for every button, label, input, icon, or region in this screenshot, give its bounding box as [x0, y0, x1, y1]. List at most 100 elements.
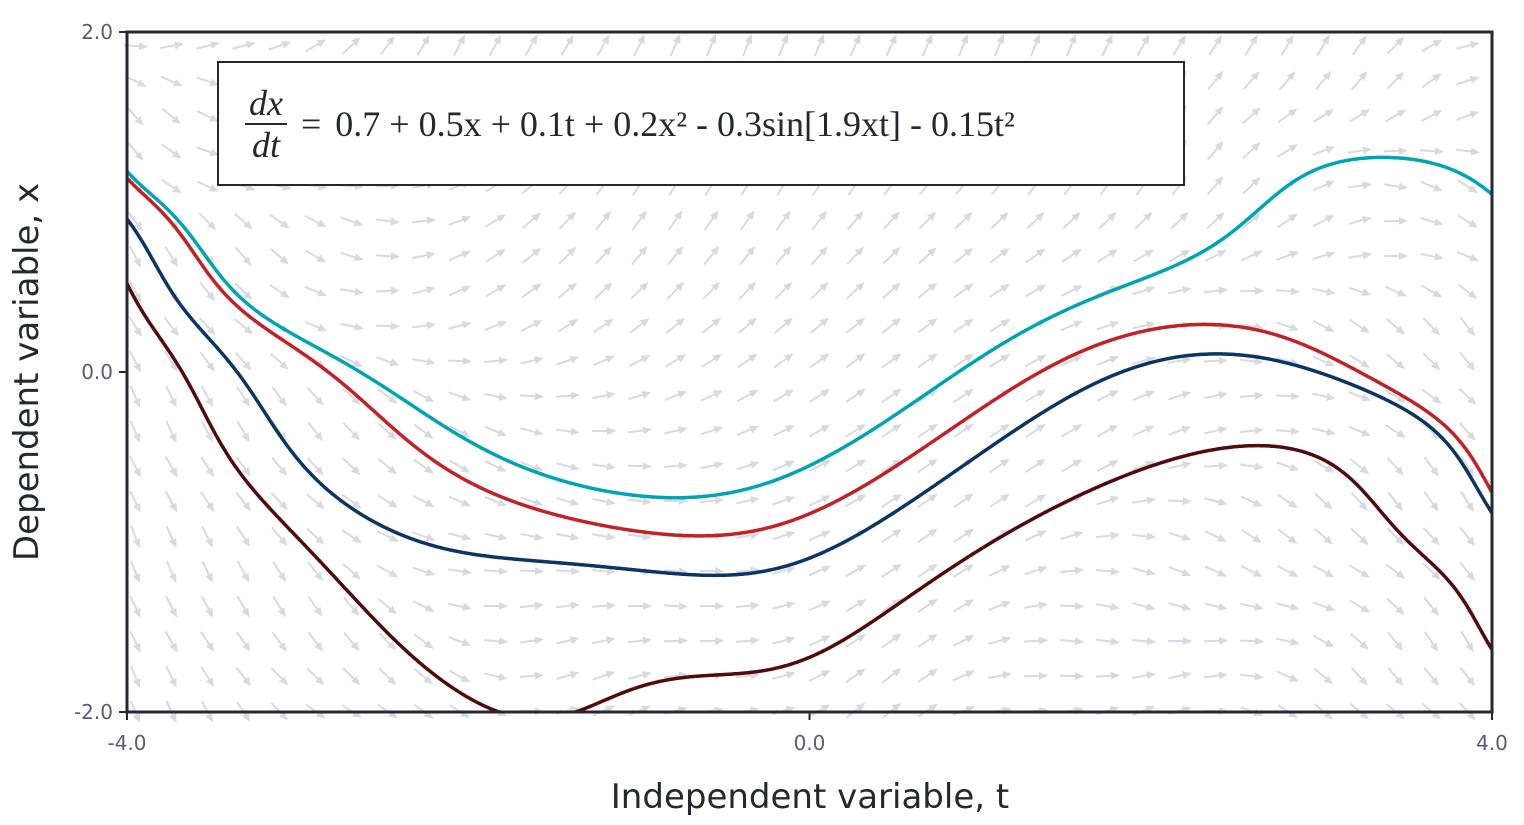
slope-arrow [627, 462, 652, 471]
slope-arrow [448, 532, 472, 541]
solution-1-line [127, 155, 1492, 500]
slope-arrow [591, 427, 616, 436]
slope-arrow [917, 423, 938, 438]
slope-arrow [555, 391, 580, 400]
slope-arrow [700, 461, 724, 470]
slope-arrow [1386, 527, 1405, 546]
slope-arrow [1096, 320, 1120, 331]
slope-arrow [808, 635, 831, 647]
slope-arrow [810, 281, 829, 300]
slope-arrow [772, 601, 796, 610]
slope-arrow [378, 667, 397, 686]
slope-arrow [1460, 456, 1474, 478]
slope-arrow [1096, 460, 1119, 472]
y-axis-title: Dependent variable, x [7, 183, 47, 561]
slope-arrow [953, 318, 974, 334]
slope-arrow [989, 354, 1011, 368]
slope-arrow [304, 285, 328, 297]
slope-arrow [520, 320, 543, 332]
slope-arrow [953, 388, 974, 403]
slope-arrow [953, 353, 974, 368]
slope-arrow [521, 283, 542, 299]
slope-arrow [881, 423, 902, 438]
slope-arrow [411, 321, 436, 330]
slope-arrow [1312, 564, 1335, 578]
slope-arrow [881, 633, 902, 649]
slope-arrow [808, 495, 831, 507]
slope-arrow [304, 214, 327, 228]
slope-arrow [129, 385, 141, 408]
slope-arrow [1312, 180, 1335, 192]
slope-arrow [379, 35, 395, 56]
slope-arrow [1458, 387, 1477, 405]
slope-arrow [1132, 425, 1155, 437]
slope-arrow [268, 40, 292, 51]
slope-arrow [1207, 176, 1224, 195]
slope-arrow [448, 391, 472, 402]
slope-arrow [1277, 528, 1298, 544]
slope-arrow [161, 178, 182, 194]
slope-arrow [129, 420, 141, 443]
slope-arrow [735, 531, 760, 540]
slope-arrow [917, 633, 938, 648]
slope-arrow [990, 212, 1009, 230]
slope-arrow [1422, 317, 1440, 336]
slope-arrow [1424, 631, 1439, 652]
slope-arrow [1206, 212, 1225, 230]
slope-arrow [1065, 34, 1077, 57]
slope-arrow [1134, 211, 1153, 230]
slope-arrow [1385, 563, 1406, 579]
slope-arrow [882, 282, 901, 299]
slope-arrow [1313, 109, 1335, 123]
slope-arrow [1459, 666, 1476, 687]
slope-arrow [773, 389, 795, 403]
slope-arrow [1168, 671, 1192, 680]
slope-arrow [628, 391, 652, 401]
slope-arrow [448, 285, 471, 297]
slope-arrow [377, 494, 399, 508]
slope-arrow [375, 252, 400, 261]
slope-arrow [663, 602, 688, 611]
slope-arrow [1168, 566, 1192, 577]
slope-arrow [845, 353, 866, 369]
slope-arrow [127, 142, 144, 161]
slope-arrow [633, 34, 645, 57]
slope-arrow [591, 567, 616, 576]
slope-arrow [269, 283, 290, 299]
slope-arrow [1132, 249, 1155, 263]
slope-arrow [164, 246, 178, 268]
slope-arrow [448, 669, 471, 683]
slope-arrow [307, 631, 323, 652]
slope-arrow [1349, 318, 1370, 334]
slope-arrow [1456, 75, 1480, 86]
slope-arrow [1204, 602, 1228, 611]
slope-arrow [377, 598, 397, 615]
slope-arrow [845, 634, 866, 648]
slope-arrow [130, 665, 141, 689]
slope-arrow [881, 494, 902, 508]
slope-arrow [1351, 71, 1368, 90]
slope-arrow [235, 666, 252, 687]
slope-arrow [129, 595, 141, 618]
slope-arrow [236, 595, 250, 618]
slope-arrow [1132, 285, 1156, 296]
slope-arrow [519, 601, 544, 610]
slope-arrow [163, 316, 179, 337]
slope-arrow [1023, 636, 1048, 645]
slope-arrow [881, 702, 902, 719]
slope-arrow [1208, 35, 1222, 56]
slope-arrow [234, 352, 252, 371]
slope-arrow [917, 563, 938, 579]
slope-arrow [270, 667, 289, 686]
slope-arrow [413, 633, 434, 649]
slope-arrow [159, 41, 184, 50]
slope-arrow [485, 284, 507, 298]
slope-arrow [1207, 141, 1224, 161]
slope-arrow [1024, 354, 1047, 368]
slope-arrow [411, 357, 436, 366]
slope-arrow [416, 34, 430, 56]
slope-arrow [1349, 564, 1371, 578]
slope-arrow [196, 180, 219, 192]
x-axis-title: Independent variable, t [611, 777, 1009, 817]
slope-arrow [1239, 426, 1264, 435]
